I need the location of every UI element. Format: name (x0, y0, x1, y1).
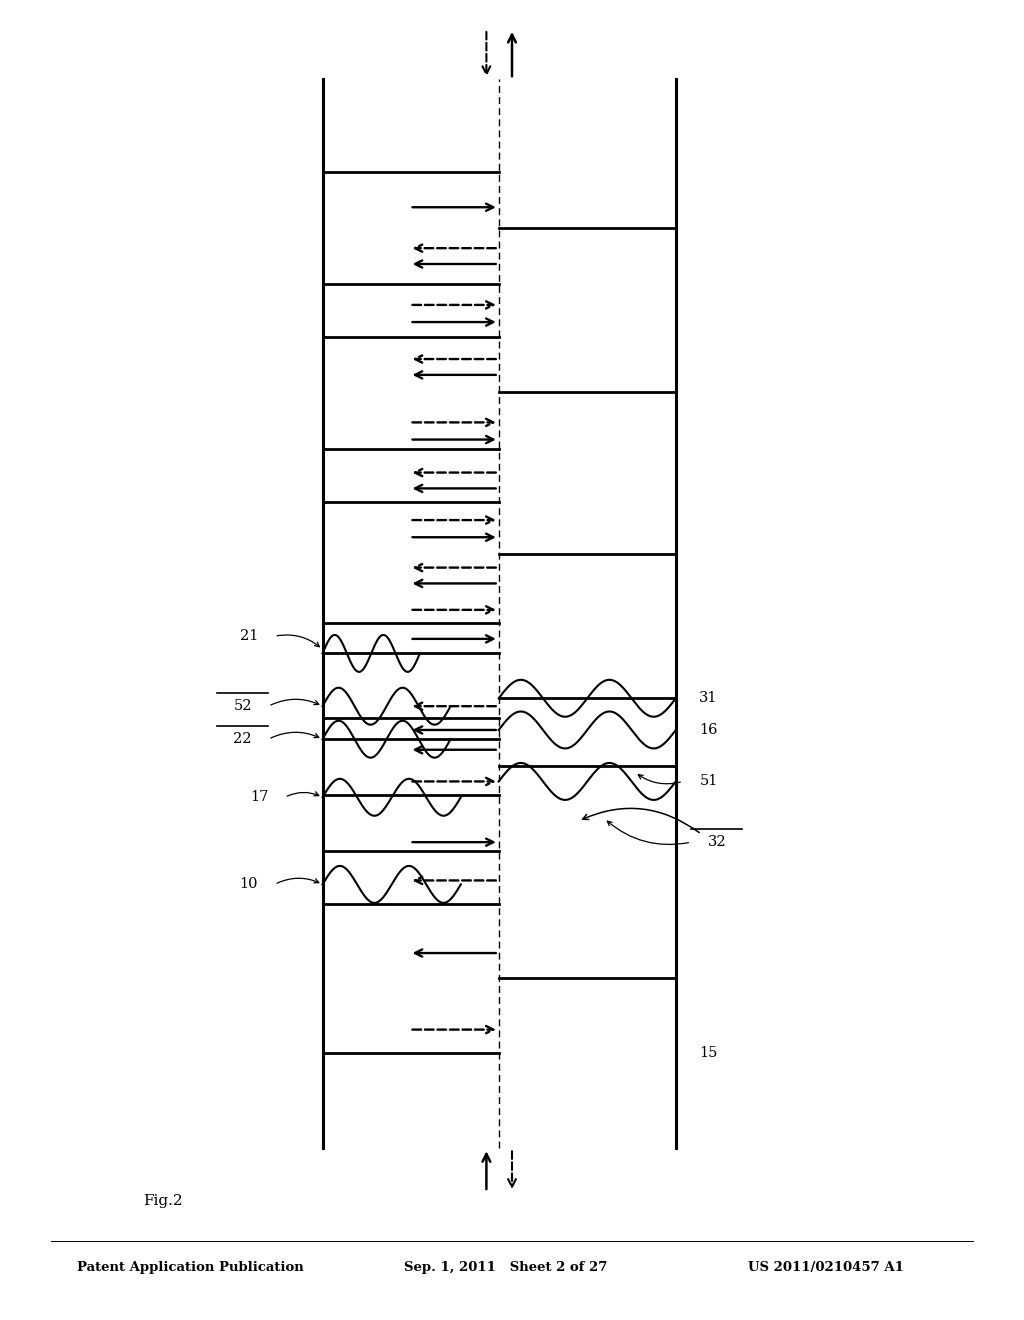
Text: 32: 32 (708, 836, 726, 849)
Text: 10: 10 (240, 878, 258, 891)
Text: 31: 31 (699, 692, 718, 705)
Text: Fig.2: Fig.2 (143, 1195, 183, 1208)
Text: 22: 22 (233, 733, 252, 746)
Text: 21: 21 (240, 630, 258, 643)
Text: Patent Application Publication: Patent Application Publication (77, 1261, 303, 1274)
Text: US 2011/0210457 A1: US 2011/0210457 A1 (748, 1261, 903, 1274)
Text: 15: 15 (699, 1047, 718, 1060)
Text: 51: 51 (699, 775, 718, 788)
Text: 52: 52 (233, 700, 252, 713)
Text: 16: 16 (699, 723, 718, 737)
Text: 17: 17 (250, 791, 268, 804)
Text: Sep. 1, 2011   Sheet 2 of 27: Sep. 1, 2011 Sheet 2 of 27 (404, 1261, 608, 1274)
